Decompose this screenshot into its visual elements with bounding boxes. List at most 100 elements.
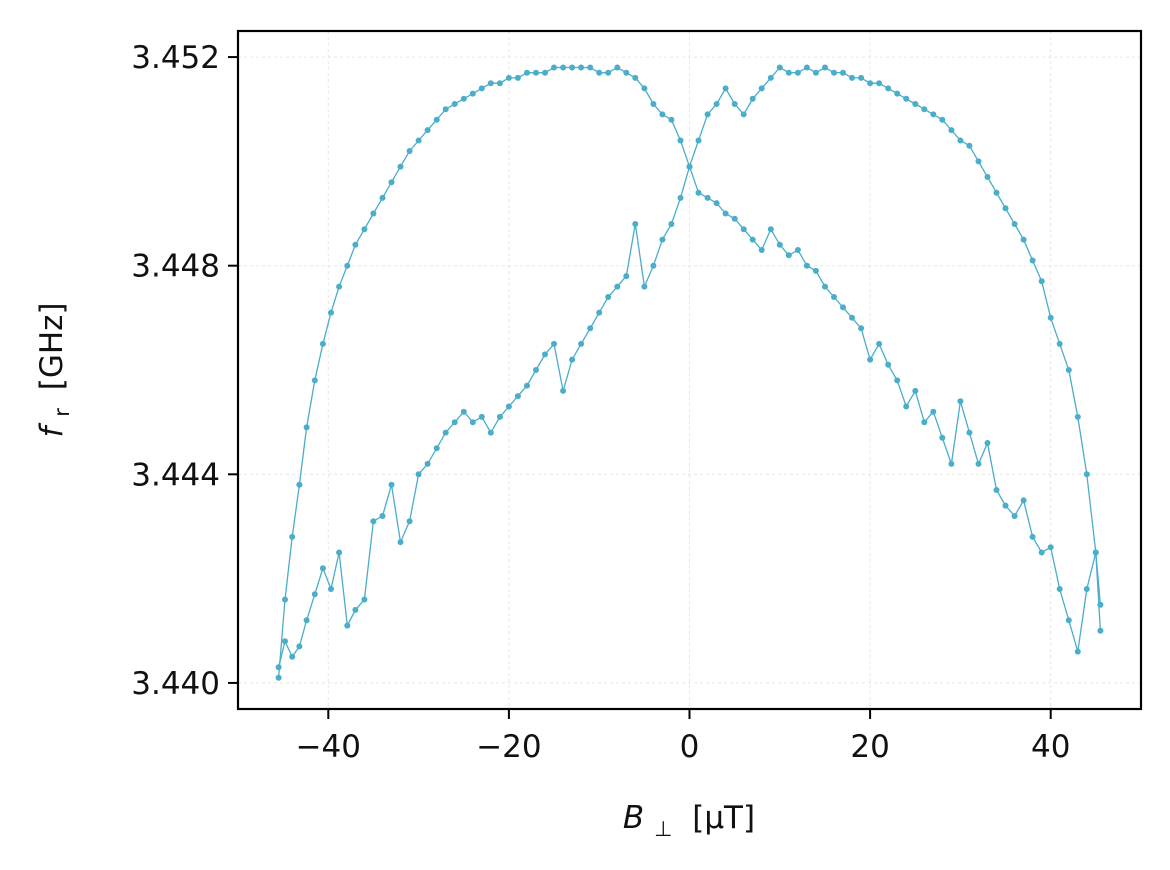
data-point bbox=[1065, 617, 1072, 624]
data-point bbox=[812, 69, 819, 76]
data-point bbox=[831, 69, 837, 76]
data-point bbox=[722, 210, 729, 217]
data-point bbox=[984, 440, 991, 446]
data-point bbox=[514, 74, 521, 81]
data-point bbox=[379, 513, 386, 519]
data-point bbox=[551, 64, 557, 71]
data-point bbox=[903, 95, 910, 102]
y-tick-label: 3.452 bbox=[131, 40, 220, 76]
data-point bbox=[731, 215, 738, 222]
data-point bbox=[758, 247, 765, 253]
data-point bbox=[623, 69, 630, 76]
data-point bbox=[803, 64, 810, 71]
data-point bbox=[921, 106, 928, 113]
data-point bbox=[319, 340, 326, 347]
data-point bbox=[336, 283, 343, 290]
data-point bbox=[424, 127, 431, 134]
data-point bbox=[641, 283, 648, 290]
data-point bbox=[885, 361, 892, 368]
data-point bbox=[948, 460, 955, 467]
data-point bbox=[794, 247, 801, 253]
data-point bbox=[803, 262, 810, 269]
x-axis-subscript: ⊥ bbox=[654, 817, 672, 841]
data-point bbox=[328, 309, 334, 316]
data-point bbox=[397, 163, 404, 170]
data-point bbox=[524, 382, 530, 389]
data-point bbox=[569, 64, 576, 71]
data-point bbox=[1038, 278, 1045, 285]
data-point bbox=[542, 351, 548, 358]
y-axis-subscript: r bbox=[50, 408, 74, 417]
x-tick-label: 40 bbox=[1031, 729, 1070, 765]
data-point bbox=[632, 221, 639, 227]
data-point bbox=[496, 413, 503, 420]
data-point bbox=[984, 174, 991, 180]
data-point bbox=[415, 137, 422, 144]
data-point bbox=[605, 69, 612, 76]
data-point bbox=[442, 429, 449, 436]
data-point bbox=[469, 90, 476, 97]
data-point bbox=[303, 617, 310, 624]
data-point bbox=[1097, 627, 1104, 634]
data-point bbox=[352, 241, 359, 248]
data-point bbox=[659, 111, 666, 118]
data-point bbox=[939, 116, 946, 123]
x-tick-label: −20 bbox=[476, 729, 541, 765]
data-point bbox=[975, 158, 982, 165]
x-tick-label: 0 bbox=[680, 729, 700, 765]
data-point bbox=[840, 304, 846, 311]
data-point bbox=[632, 74, 639, 81]
data-point bbox=[289, 533, 296, 540]
data-point bbox=[433, 445, 440, 452]
data-point bbox=[282, 638, 288, 645]
data-point bbox=[587, 325, 594, 332]
data-point bbox=[677, 137, 684, 144]
data-point bbox=[442, 106, 449, 113]
data-point bbox=[578, 340, 585, 347]
data-point bbox=[749, 95, 756, 102]
data-point bbox=[1002, 205, 1009, 212]
data-point bbox=[487, 80, 494, 87]
data-point bbox=[1083, 586, 1090, 592]
data-point bbox=[388, 179, 395, 186]
x-axis-label: B ⊥ [μT] bbox=[623, 800, 755, 844]
data-point bbox=[352, 606, 359, 613]
data-point bbox=[614, 283, 621, 290]
tick-labels: −40 −20 0 20 40 3.440 3.444 3.448 3.452 bbox=[131, 40, 1070, 765]
data-point bbox=[578, 64, 585, 71]
data-point bbox=[1038, 549, 1045, 556]
data-point bbox=[695, 137, 702, 144]
data-point bbox=[311, 591, 318, 598]
data-point bbox=[451, 101, 458, 107]
data-point bbox=[406, 148, 413, 154]
data-point bbox=[740, 226, 747, 233]
data-point bbox=[336, 549, 343, 556]
data-point bbox=[740, 111, 747, 118]
data-point bbox=[424, 460, 431, 467]
data-point bbox=[605, 294, 612, 300]
x-tick-label: −40 bbox=[296, 729, 361, 765]
data-point bbox=[840, 69, 846, 76]
data-point bbox=[659, 236, 666, 243]
y-axis-unit: [GHz] bbox=[34, 302, 70, 390]
data-point bbox=[767, 226, 774, 233]
ticks bbox=[228, 56, 1052, 719]
data-point bbox=[596, 69, 603, 76]
data-point bbox=[794, 69, 801, 76]
data-point bbox=[930, 408, 937, 415]
data-point bbox=[542, 69, 548, 76]
data-point bbox=[487, 429, 494, 436]
y-axis-label: f r [GHz] bbox=[34, 302, 77, 437]
data-point bbox=[596, 309, 603, 316]
data-point bbox=[858, 325, 865, 332]
data-point bbox=[1074, 648, 1081, 655]
data-point bbox=[876, 340, 883, 347]
data-point bbox=[704, 111, 711, 118]
x-axis-unit: [μT] bbox=[692, 800, 755, 836]
data-point bbox=[704, 194, 711, 201]
data-point bbox=[1002, 502, 1009, 509]
data-point bbox=[641, 85, 648, 92]
data-point bbox=[533, 367, 539, 373]
data-point bbox=[289, 653, 296, 660]
data-point bbox=[614, 64, 621, 71]
